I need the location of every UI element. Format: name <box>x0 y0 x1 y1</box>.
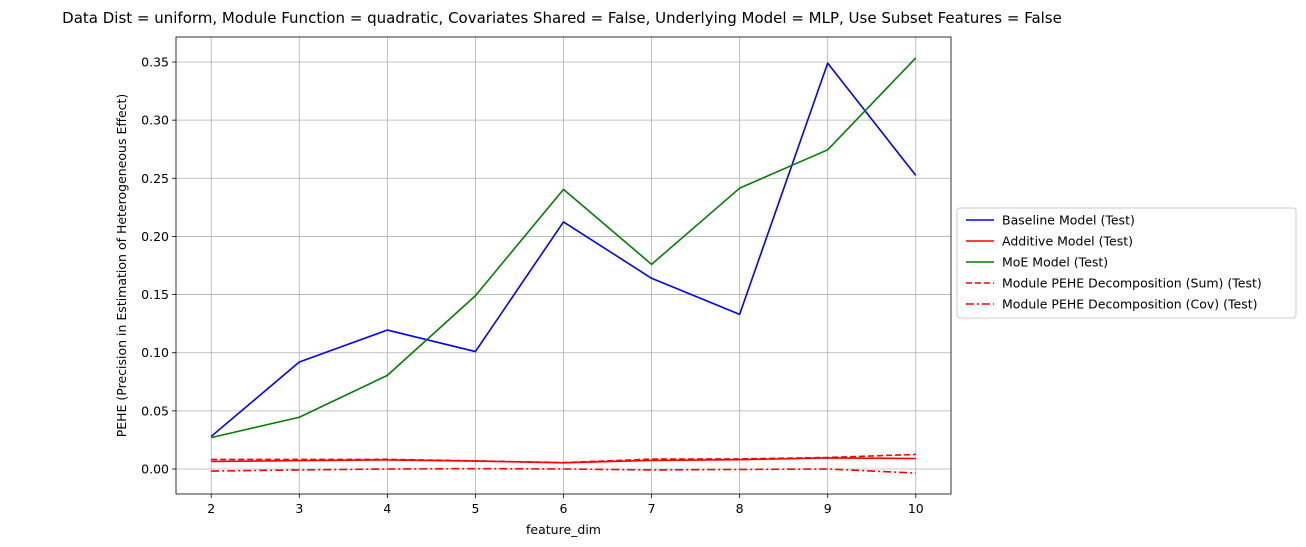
y-tick-label: 0.30 <box>141 113 169 128</box>
x-axis: 2 3 4 5 6 7 8 9 10 <box>207 494 924 516</box>
x-tick-label: 8 <box>736 501 744 516</box>
legend-label-4: Module PEHE Decomposition (Cov) (Test) <box>1002 297 1258 312</box>
y-tick-label: 0.05 <box>141 403 169 418</box>
x-axis-title: feature_dim <box>526 522 601 537</box>
x-tick-label: 4 <box>383 501 391 516</box>
gridlines <box>176 37 951 494</box>
series-line-3 <box>211 453 916 464</box>
x-tick-label: 3 <box>295 501 303 516</box>
series-line-2 <box>211 57 917 439</box>
chart-title: Data Dist = uniform, Module Function = q… <box>62 9 1062 27</box>
legend-label-1: Additive Model (Test) <box>1002 234 1133 249</box>
x-tick-label: 2 <box>207 501 215 516</box>
x-tick-label: 5 <box>471 501 479 516</box>
y-tick-label: 0.20 <box>141 229 169 244</box>
y-tick-label: 0.25 <box>141 171 169 186</box>
y-tick-label: 0.10 <box>141 345 169 360</box>
x-tick-label: 10 <box>908 501 924 516</box>
legend-label-2: MoE Model (Test) <box>1002 255 1108 270</box>
y-tick-label: 0.00 <box>141 461 169 476</box>
series-line-0 <box>210 62 917 438</box>
x-tick-label: 9 <box>824 501 832 516</box>
y-tick-label: 0.35 <box>141 55 169 70</box>
legend: Baseline Model (Test) Additive Model (Tes… <box>956 207 1297 319</box>
y-tick-label: 0.15 <box>141 287 169 302</box>
series-layer <box>210 57 917 474</box>
legend-box <box>956 207 1297 319</box>
legend-label-3: Module PEHE Decomposition (Sum) (Test) <box>1002 276 1262 291</box>
series-line-4 <box>211 467 916 474</box>
y-axis-title: PEHE (Precision in Estimation of Heterog… <box>114 94 129 438</box>
x-tick-label: 7 <box>648 501 656 516</box>
y-axis: 0.00 0.05 0.10 0.15 0.20 0.25 0.30 0.35 <box>141 55 176 476</box>
legend-label-0: Baseline Model (Test) <box>1002 213 1135 228</box>
x-tick-label: 6 <box>560 501 568 516</box>
